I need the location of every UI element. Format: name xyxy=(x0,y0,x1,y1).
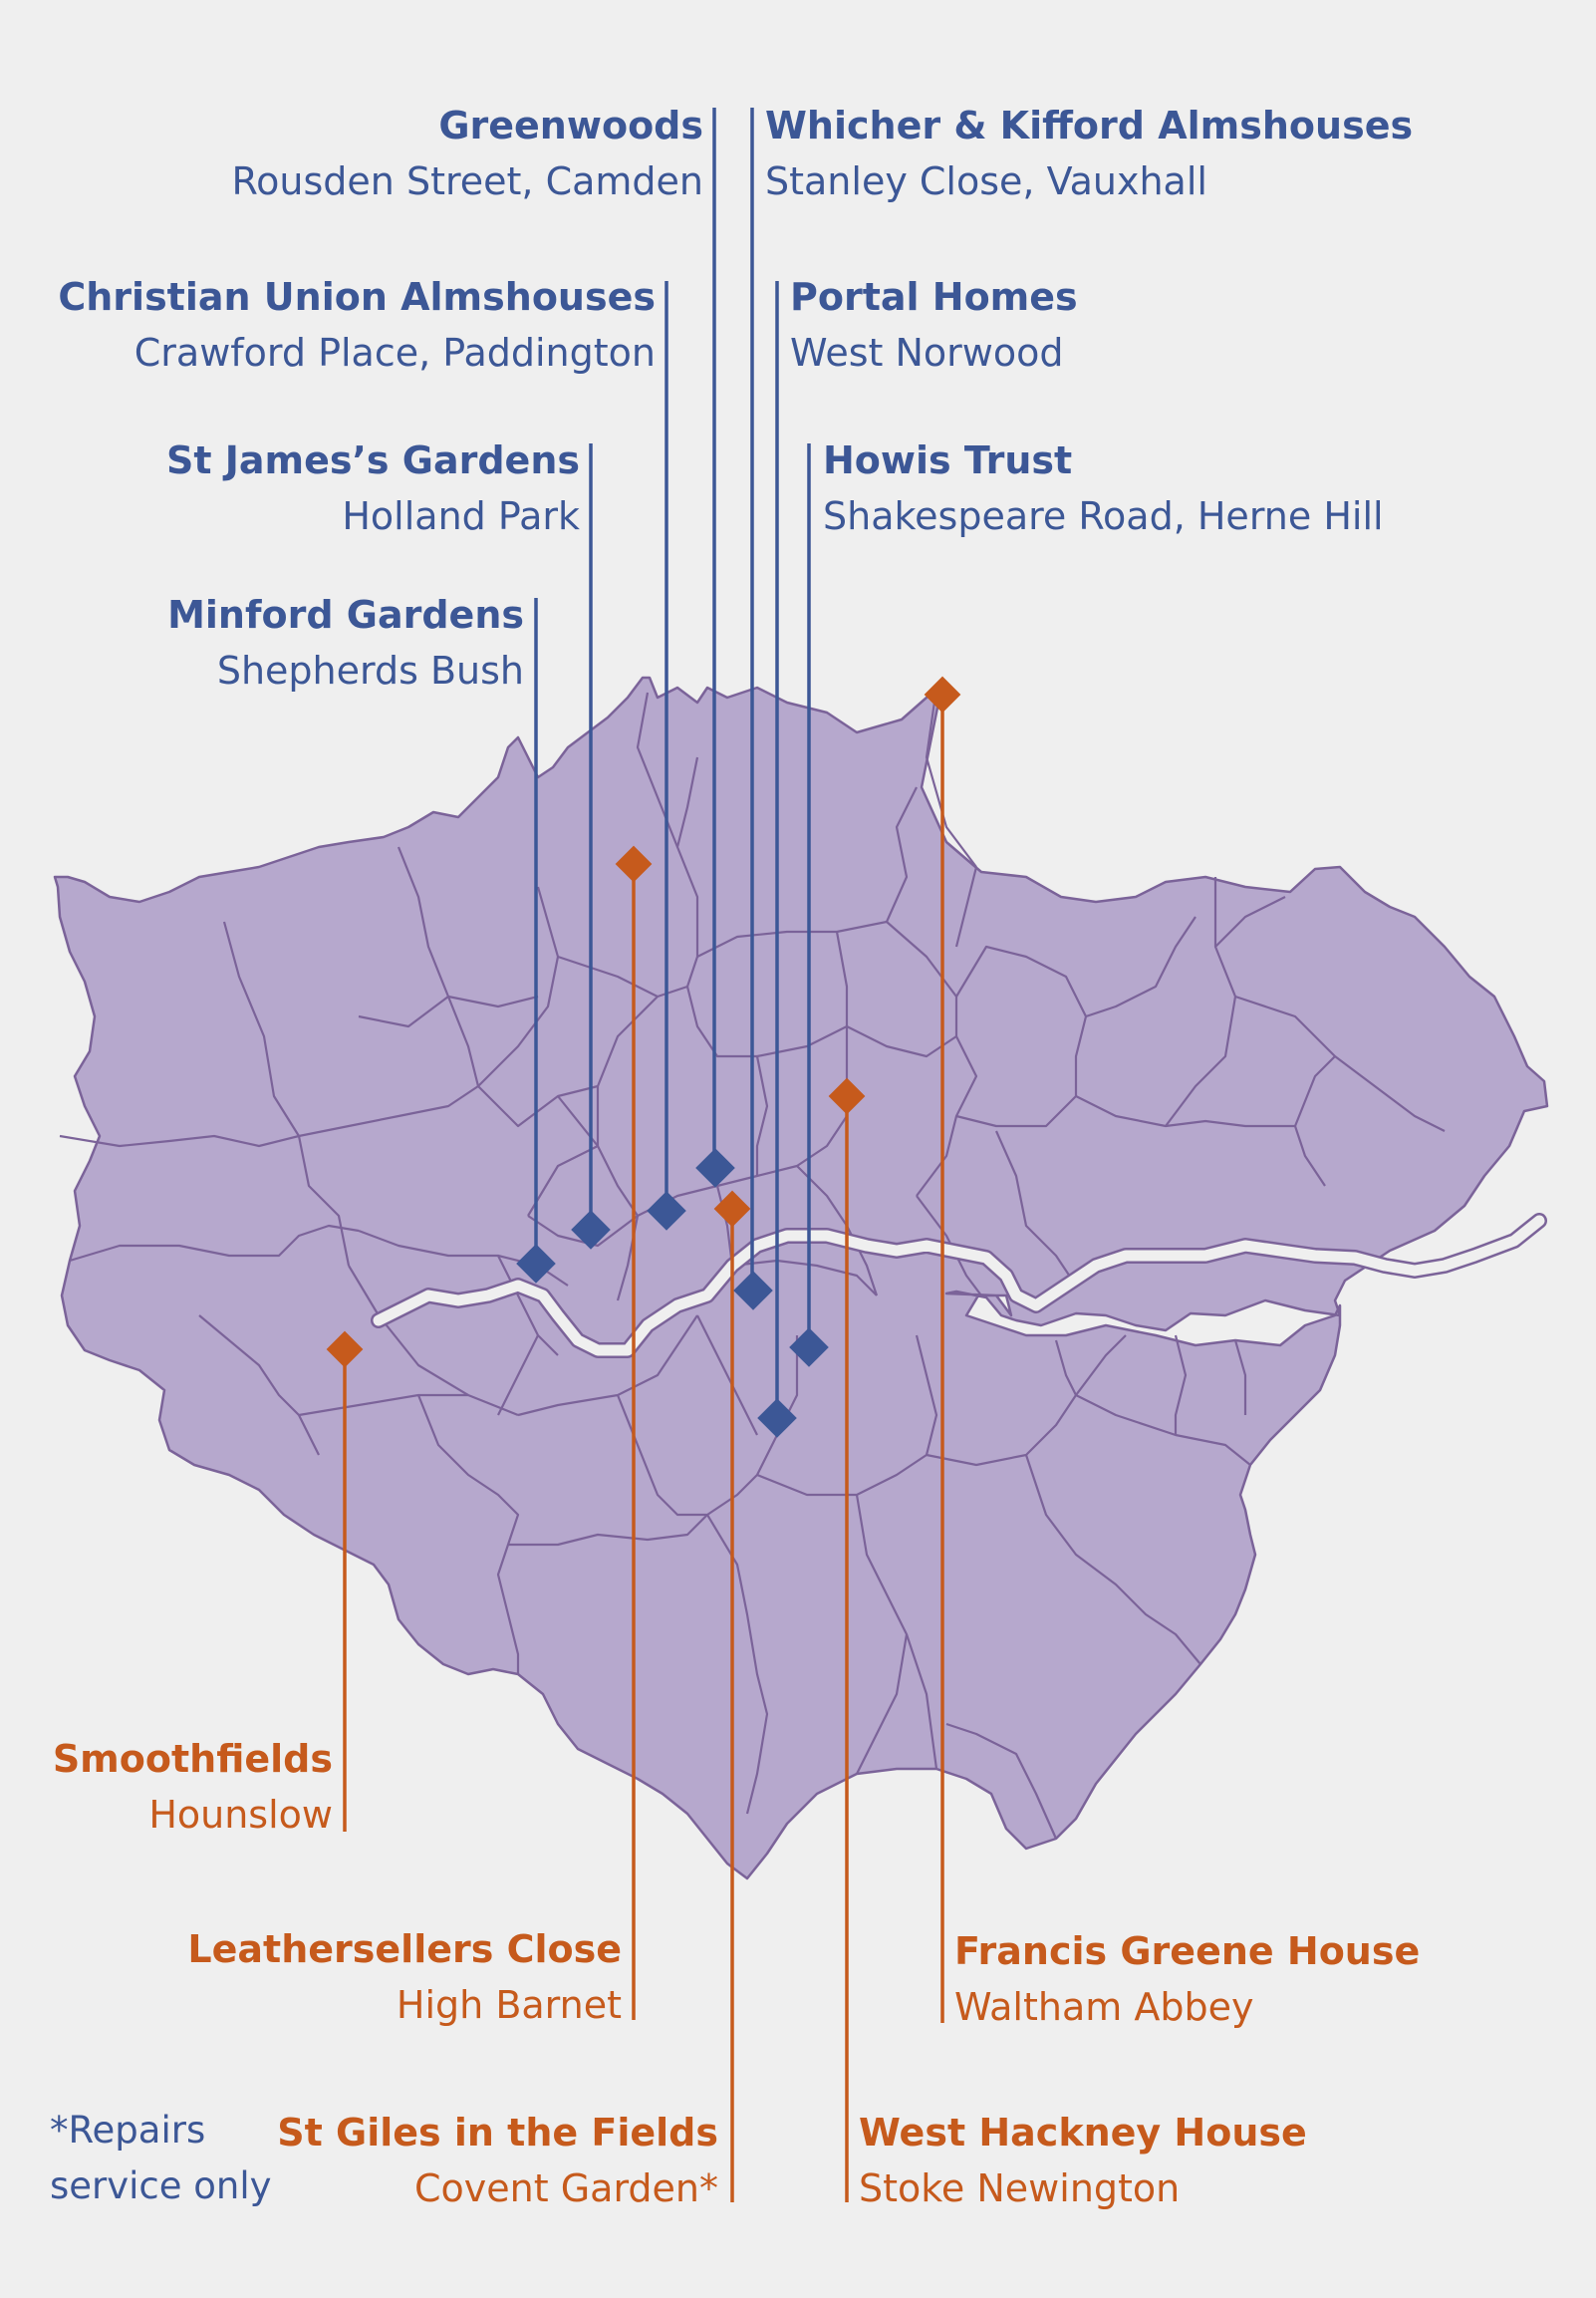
marker-smoothfields[interactable] xyxy=(326,1330,364,1368)
name-whicher: Whicher & Kifford Almshouses xyxy=(765,104,1414,147)
place-minford: Shepherds Bush xyxy=(216,649,524,693)
place-whicher: Stanley Close, Vauxhall xyxy=(765,159,1207,203)
name-francis: Francis Greene House xyxy=(954,1929,1421,1973)
marker-francis[interactable] xyxy=(924,676,961,714)
place-stgiles: Covent Garden* xyxy=(414,2166,718,2210)
label-stgiles: St Giles in the Fields Covent Garden* xyxy=(277,2105,718,2216)
label-christian: Christian Union Almshouses Crawford Plac… xyxy=(58,269,656,381)
label-whicher: Whicher & Kifford Almshouses Stanley Clo… xyxy=(765,98,1413,209)
london-outline xyxy=(53,676,1549,1880)
footnote-line-2: service only xyxy=(50,2164,272,2207)
name-leathersellers: Leathersellers Close xyxy=(187,1927,622,1971)
label-howis: Howis Trust Shakespeare Road, Herne Hill xyxy=(823,432,1384,544)
label-minford: Minford Gardens Shepherds Bush xyxy=(167,587,524,699)
marker-leathersellers[interactable] xyxy=(615,845,653,883)
name-portal: Portal Homes xyxy=(790,275,1078,319)
place-francis: Waltham Abbey xyxy=(954,1985,1254,2029)
place-leathersellers: High Barnet xyxy=(396,1983,622,2027)
label-portal: Portal Homes West Norwood xyxy=(790,269,1078,381)
footnote: *Repairs service only xyxy=(50,2103,309,2214)
place-westhackney: Stoke Newington xyxy=(859,2166,1181,2210)
name-christian: Christian Union Almshouses xyxy=(58,275,656,319)
name-smoothfields: Smoothfields xyxy=(52,1737,333,1781)
label-westhackney: West Hackney House Stoke Newington xyxy=(859,2105,1307,2216)
leader-lines xyxy=(343,108,944,2202)
marker-westhackney[interactable] xyxy=(828,1077,866,1115)
footnote-line-1: *Repairs xyxy=(50,2109,206,2152)
name-stgiles: St Giles in the Fields xyxy=(277,2111,718,2154)
river-thames-water xyxy=(373,1215,1545,1356)
place-howis: Shakespeare Road, Herne Hill xyxy=(823,494,1384,538)
place-greenwoods: Rousden Street, Camden xyxy=(231,159,703,203)
place-christian: Crawford Place, Paddington xyxy=(133,331,656,375)
place-portal: West Norwood xyxy=(790,331,1064,375)
label-smoothfields: Smoothfields Hounslow xyxy=(53,1731,333,1843)
label-francis: Francis Greene House Waltham Abbey xyxy=(954,1923,1420,2035)
name-stjames: St James’s Gardens xyxy=(165,438,580,482)
marker-stgiles[interactable] xyxy=(713,1190,751,1228)
name-howis: Howis Trust xyxy=(823,438,1073,482)
label-stjames: St James’s Gardens Holland Park xyxy=(166,432,580,544)
label-leathersellers: Leathersellers Close High Barnet xyxy=(187,1921,622,2033)
label-greenwoods: Greenwoods Rousden Street, Camden xyxy=(231,98,703,209)
name-westhackney: West Hackney House xyxy=(859,2111,1307,2154)
name-minford: Minford Gardens xyxy=(167,593,524,637)
place-smoothfields: Hounslow xyxy=(148,1793,333,1837)
name-greenwoods: Greenwoods xyxy=(438,104,703,147)
place-stjames: Holland Park xyxy=(342,494,580,538)
